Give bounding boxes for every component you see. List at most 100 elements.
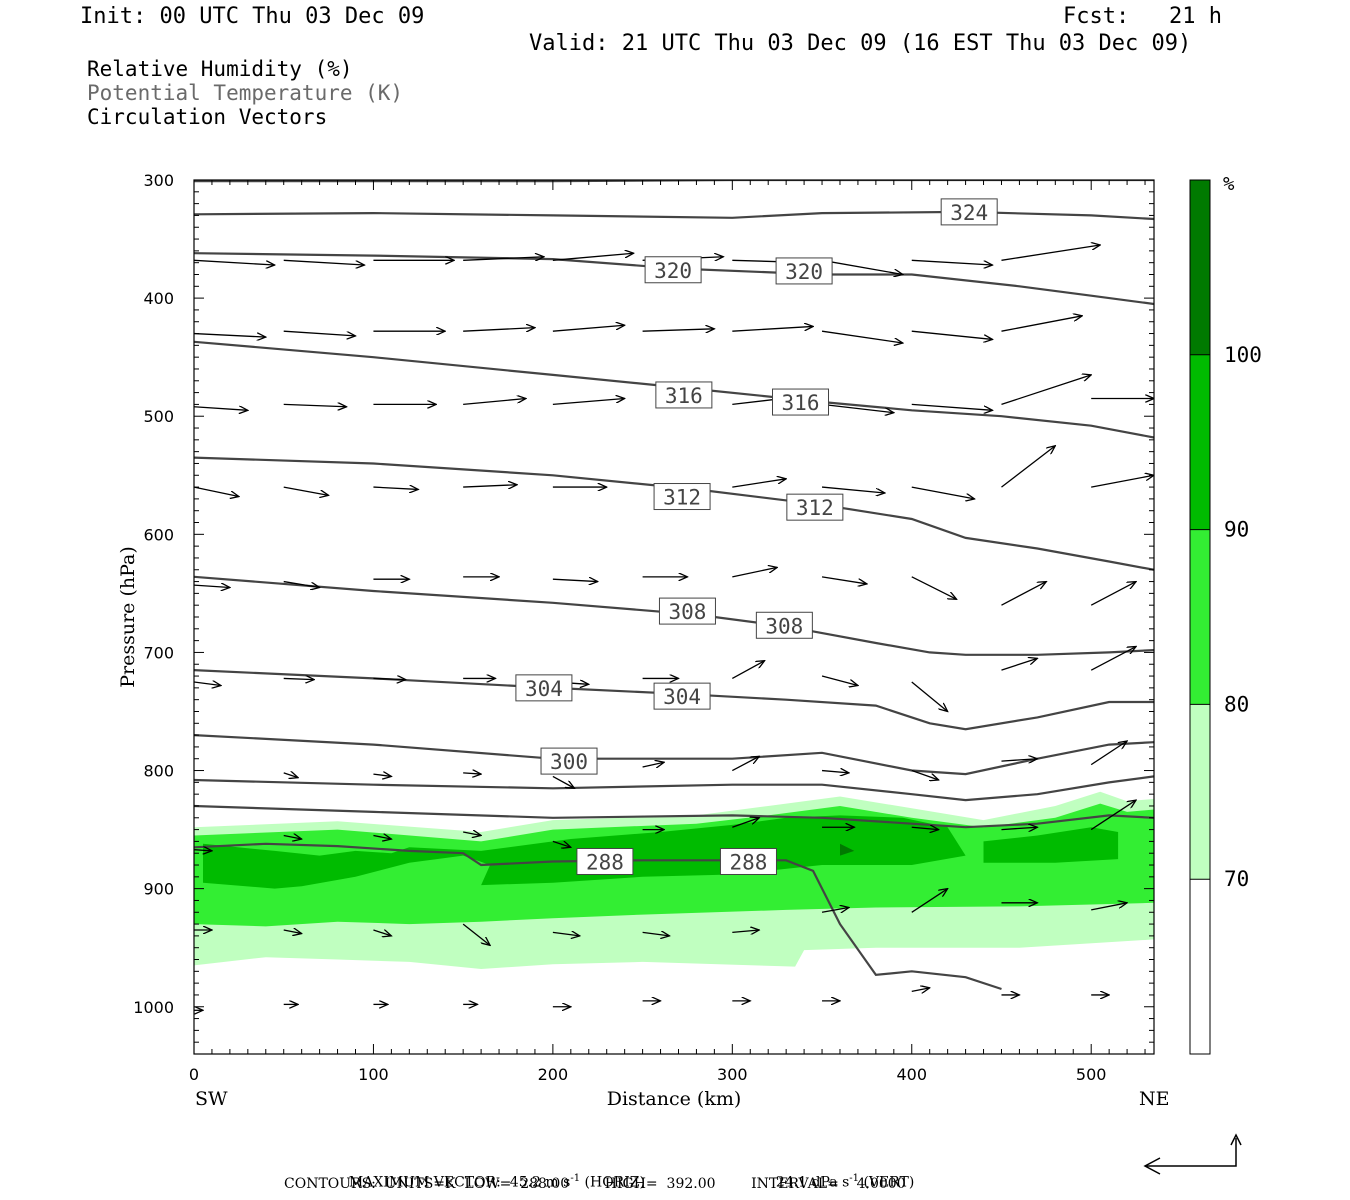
circulation-vector — [911, 576, 957, 599]
circulation-vector — [463, 773, 481, 774]
circulation-vector — [373, 678, 405, 679]
max-vector-vert: 24.1 dPa s-1 (VERT) — [767, 1157, 914, 1191]
y-tick-label: 400 — [143, 289, 174, 308]
circulation-vector — [194, 682, 221, 686]
y-tick-label: 500 — [143, 407, 174, 426]
circulation-vector — [194, 585, 230, 587]
circulation-vector — [732, 756, 759, 772]
circulation-vector — [552, 399, 625, 406]
circulation-vector — [283, 580, 320, 588]
circulation-vector — [283, 836, 302, 840]
circulation-vector — [1001, 658, 1037, 671]
circulation-vector — [373, 774, 391, 776]
circulation-vector — [732, 661, 764, 679]
colorbar-segment — [1190, 704, 1210, 880]
circulation-vector — [911, 681, 948, 712]
circulation-vector — [1001, 375, 1091, 406]
x-tick-label: 400 — [896, 1065, 927, 1084]
max-vector-horiz-exponent: -1 — [570, 1173, 581, 1184]
circulation-vector — [911, 330, 993, 339]
y-tick-label: 600 — [143, 525, 174, 544]
colorbar-label: 100 — [1224, 343, 1262, 367]
theta-label-box — [653, 682, 711, 710]
colorbar-segment — [1190, 354, 1210, 530]
circulation-vector — [283, 773, 298, 778]
circulation-vector — [463, 399, 526, 406]
circulation-vector — [821, 259, 903, 274]
theta-label-box — [515, 674, 573, 702]
field-rh-label: Relative Humidity (%) — [87, 57, 353, 81]
theta-label-288: 288 — [729, 850, 767, 874]
y-tick-label: 1000 — [133, 998, 174, 1017]
circulation-vector — [194, 334, 266, 338]
circulation-vector — [463, 328, 535, 332]
circulation-vector — [732, 479, 786, 488]
circulation-vector — [283, 930, 302, 934]
circulation-vector — [1001, 316, 1082, 332]
theta-contour-324 — [194, 210, 1154, 221]
y-tick-label: 700 — [143, 643, 174, 662]
valid-time: Valid: 21 UTC Thu 03 Dec 09 (16 EST Thu … — [529, 31, 1192, 56]
max-vector-horiz-unit: (HORIZ) — [580, 1174, 645, 1191]
theta-contour-300 — [194, 734, 1154, 776]
circulation-vector — [1001, 582, 1046, 606]
circulation-vector — [1091, 903, 1127, 911]
circulation-vector — [911, 988, 930, 992]
rh-90-shade — [983, 827, 1119, 863]
circulation-vector — [552, 579, 598, 581]
theta-label-312: 312 — [663, 486, 701, 510]
circulation-vector — [373, 930, 391, 936]
circulation-vector — [463, 257, 544, 261]
circulation-vector — [463, 832, 481, 836]
theta-label-box — [653, 483, 711, 511]
circulation-vector — [283, 330, 356, 336]
circulation-vector — [552, 932, 580, 936]
colorbar-segment — [1190, 180, 1210, 355]
circulation-vector — [283, 404, 347, 406]
x-tick-label: 500 — [1076, 1065, 1107, 1084]
circulation-vector — [1091, 475, 1154, 488]
forecast-hour: Fcst: 21 h — [1063, 4, 1222, 29]
theta-contour-308 — [194, 575, 1154, 656]
theta-label-box — [655, 381, 713, 409]
circulation-vector — [642, 932, 670, 936]
y-axis-title: Pressure (hPa) — [117, 546, 139, 688]
circulation-vector — [732, 567, 777, 578]
theta-contour-296 — [194, 775, 1154, 802]
colorbar-segment — [1190, 529, 1210, 705]
circulation-vector — [821, 908, 849, 913]
circulation-vector — [552, 253, 634, 261]
circulation-vector — [911, 403, 993, 410]
circulation-vector — [821, 403, 894, 412]
max-vector-horiz: MAXIMUM VECTOR: 45.2 m s — [348, 1174, 571, 1191]
x-axis-title: Distance (km) — [607, 1088, 742, 1110]
theta-contour-288 — [194, 842, 1002, 991]
theta-contour-292 — [194, 804, 1154, 829]
circulation-vector — [1090, 741, 1127, 766]
circulation-vector — [911, 259, 993, 265]
circulation-vector — [194, 486, 239, 496]
circulation-vector — [732, 930, 759, 932]
max-vector-vert-value: 24.1 dPa s — [775, 1174, 850, 1191]
colorbar-unit-label: % — [1223, 173, 1235, 195]
circulation-vector — [373, 836, 391, 840]
circulation-vector — [283, 678, 315, 679]
colorbar-label: 70 — [1224, 867, 1249, 891]
theta-label-box — [540, 747, 598, 775]
circulation-vector — [462, 923, 490, 945]
theta-label-box — [755, 611, 813, 639]
circulation-vector — [373, 487, 418, 489]
circulation-vector — [1090, 582, 1136, 606]
circulation-vector — [194, 850, 212, 851]
theta-label-box — [786, 493, 844, 521]
circulation-vector — [642, 762, 665, 767]
theta-label-308: 308 — [765, 614, 803, 638]
circulation-vector — [1001, 759, 1037, 761]
y-tick-label: 800 — [143, 762, 174, 781]
x-end-right-label: NE — [1139, 1088, 1170, 1110]
theta-label-box — [772, 388, 830, 416]
circulation-vector — [1090, 647, 1136, 671]
max-vector-vert-unit: (VERT) — [859, 1174, 915, 1191]
field-circulation-label: Circulation Vectors — [87, 105, 328, 129]
